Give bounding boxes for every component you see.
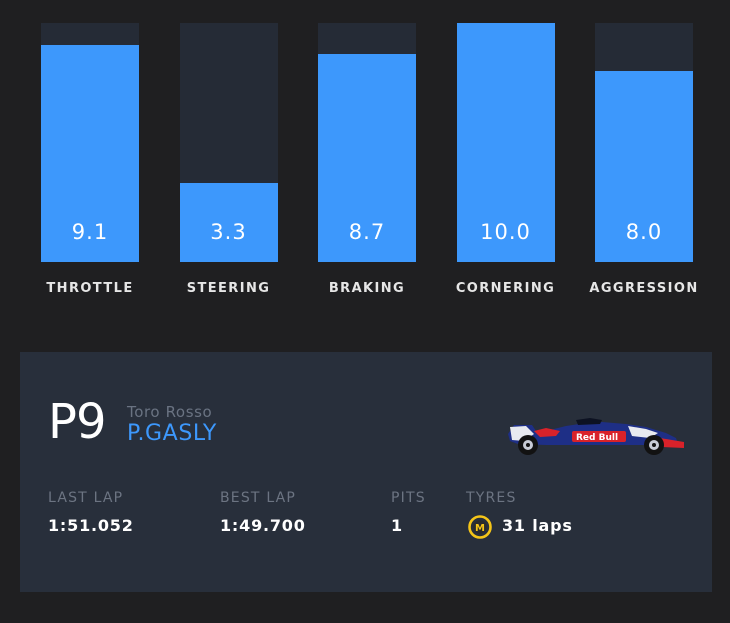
team-name: Toro Rosso [127, 403, 213, 421]
medium-tyre-icon: M [468, 515, 492, 539]
metric-bar-throttle: 9.1 THROTTLE [41, 23, 139, 296]
tyres-label: TYRES [466, 490, 517, 506]
driver-card: P9 Toro Rosso P.GASLY Red Bull LAST LAP … [20, 352, 712, 592]
pits-value: 1 [391, 516, 403, 535]
best-lap-value: 1:49.700 [220, 516, 306, 535]
metric-bar-braking: 8.7 BRAKING [318, 23, 416, 296]
bar-value: 8.7 [348, 220, 386, 244]
bar-label: BRAKING [328, 281, 406, 296]
bar-track: 3.3 [179, 23, 278, 262]
race-position: P9 [48, 394, 106, 450]
bar-track: 9.1 [41, 23, 139, 262]
bar-fill [41, 44, 139, 262]
bar-track: 8.7 [318, 23, 416, 262]
metric-bar-steering: 3.3 STEERING [179, 23, 278, 296]
tyres-value: 31 laps [502, 516, 573, 535]
bar-track: 10.0 [456, 23, 555, 262]
bar-fill [318, 54, 416, 262]
metric-bar-cornering: 10.0 CORNERING [456, 23, 555, 296]
bar-fill [595, 70, 693, 262]
bar-value: 9.1 [71, 220, 109, 244]
car-livery-icon: Red Bull [508, 418, 684, 455]
bar-value: 10.0 [480, 220, 531, 244]
bar-label: AGGRESSION [589, 281, 699, 296]
last-lap-label: LAST LAP [48, 490, 124, 506]
tyre-compound: M [475, 523, 485, 534]
driver-name: P.GASLY [127, 421, 217, 446]
bar-track: 8.0 [595, 23, 693, 262]
bar-fill [179, 183, 278, 262]
svg-text:Red Bull: Red Bull [576, 433, 618, 443]
bar-label: CORNERING [455, 281, 556, 296]
bar-value: 3.3 [210, 220, 247, 244]
metric-bar-aggression: 8.0 AGGRESSION [589, 23, 697, 296]
bar-label: STEERING [186, 281, 271, 296]
best-lap-label: BEST LAP [220, 490, 297, 506]
last-lap-value: 1:51.052 [48, 516, 134, 535]
pits-label: PITS [391, 490, 426, 506]
bar-value: 8.0 [625, 220, 663, 244]
bar-label: THROTTLE [46, 281, 134, 296]
bar-fill [456, 23, 555, 262]
driving-style-bars: 9.1 THROTTLE 3.3 STEERING 8.7 BRAKING 10… [41, 23, 697, 296]
